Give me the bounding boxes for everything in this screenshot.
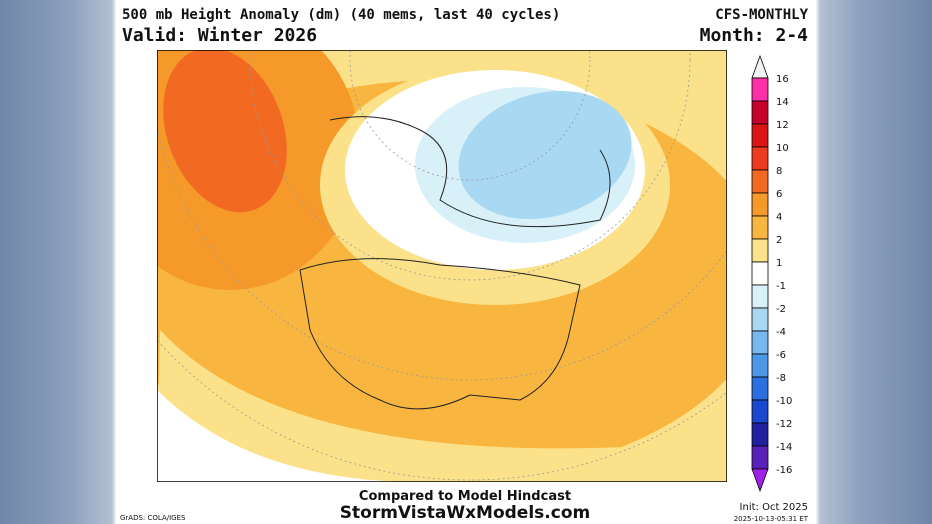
- title: 500 mb Height Anomaly (dm) (40 mems, las…: [122, 7, 560, 23]
- colorbar-label: -1: [776, 281, 786, 292]
- compare-note: Compared to Model Hindcast: [359, 489, 571, 504]
- site-name: StormVistaWxModels.com: [340, 503, 590, 523]
- colorbar-label: 2: [776, 235, 782, 246]
- colorbar-box: [751, 284, 769, 309]
- colorbar-label: 8: [776, 166, 782, 177]
- colorbar-label: 10: [776, 143, 789, 154]
- colorbar-box: [751, 123, 769, 148]
- colorbar-label: -6: [776, 350, 786, 361]
- colorbar-label: -16: [776, 465, 792, 476]
- colorbar-box: [751, 307, 769, 332]
- colorbar-label: -8: [776, 373, 786, 384]
- init-date: Init: Oct 2025: [740, 502, 808, 513]
- colorbar-label: 12: [776, 120, 789, 131]
- valid-period: Valid: Winter 2026: [122, 25, 317, 46]
- colorbar-arrow: [751, 468, 769, 493]
- colorbar-box: [751, 238, 769, 263]
- timestamp: 2025-10-13-05:31 ET: [734, 515, 809, 523]
- colorbar-box: [751, 422, 769, 447]
- colorbar-label: 14: [776, 97, 789, 108]
- colorbar-label: -10: [776, 396, 792, 407]
- colorbar-box: [751, 169, 769, 194]
- colorbar-box: [751, 100, 769, 125]
- colorbar-label: -4: [776, 327, 786, 338]
- colorbar-box: [751, 261, 769, 286]
- colorbar-label: 6: [776, 189, 782, 200]
- colorbar-box: [751, 353, 769, 378]
- colorbar-box: [751, 192, 769, 217]
- colorbar: 16 14 12 10 8 6 4 2 1 -1 -2 -4 -6 -8 -10 -12 -14 -16: [751, 54, 792, 493]
- month-range: Month: 2-4: [700, 25, 809, 46]
- colorbar-label: 1: [776, 258, 782, 269]
- map: [157, 50, 727, 482]
- colorbar-box: [751, 399, 769, 424]
- colorbar-label: -2: [776, 304, 786, 315]
- colorbar-box: [751, 77, 769, 102]
- credit: GrADS: COLA/IGES: [120, 514, 186, 522]
- model-name: CFS-MONTHLY: [715, 7, 808, 23]
- colorbar-box: [751, 146, 769, 171]
- colorbar-box: [751, 376, 769, 401]
- colorbar-box: [751, 330, 769, 355]
- colorbar-box: [751, 215, 769, 240]
- colorbar-label: 16: [776, 74, 789, 85]
- colorbar-label: -12: [776, 419, 792, 430]
- colorbar-box: [751, 445, 769, 470]
- colorbar-label: -14: [776, 442, 792, 453]
- colorbar-label: 4: [776, 212, 782, 223]
